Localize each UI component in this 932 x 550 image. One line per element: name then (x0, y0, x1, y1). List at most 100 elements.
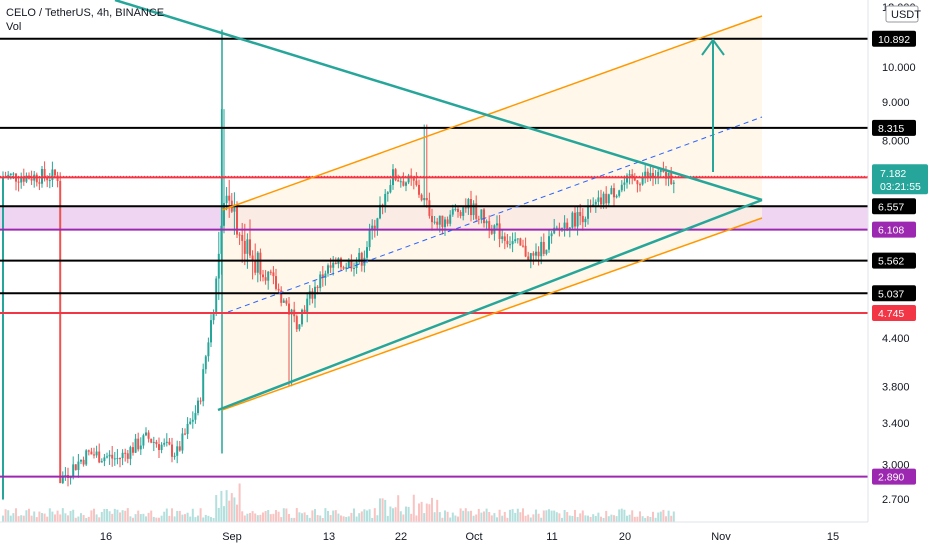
volume-bar (238, 483, 241, 522)
chart-legend: CELO / TetherUS, 4h, BINANCE Vol (6, 6, 164, 34)
candle-body (379, 204, 381, 219)
candle-body (568, 227, 571, 230)
candle-body (277, 288, 280, 291)
bar-countdown: 03:21:55 (880, 181, 921, 193)
level-badge-6.108 (872, 221, 916, 238)
volume-bar (423, 513, 426, 522)
candle-body (516, 238, 519, 240)
volume-bar (597, 512, 600, 522)
candle-body (436, 221, 439, 225)
volume-bar (28, 508, 30, 522)
candle-body (64, 475, 67, 477)
candle-body (191, 419, 194, 422)
candle-body (613, 188, 615, 198)
volume-bar (165, 508, 168, 522)
candle-body (264, 277, 267, 281)
candle-body (633, 177, 636, 181)
candle-body (155, 441, 158, 445)
volume-bar (613, 515, 615, 522)
volume-bar (119, 512, 121, 522)
time-axis-background (0, 522, 868, 550)
volume-bar (178, 510, 181, 522)
candle-body (652, 172, 654, 177)
volume-bar (480, 512, 483, 522)
candle-body (428, 200, 431, 216)
candle-body (472, 203, 475, 216)
volume-bar (345, 516, 348, 522)
ascending-trendline[interactable] (217, 198, 763, 412)
volume-bar (321, 517, 324, 522)
volume-bar (441, 517, 444, 522)
drawings-layer (0, 0, 868, 478)
candle-body (402, 181, 405, 186)
candle-body (254, 260, 257, 273)
volume-bar (191, 508, 194, 522)
candle-body (48, 180, 51, 182)
candle-body (223, 203, 225, 226)
volume-bar (394, 507, 397, 522)
volume-indicator-label[interactable]: Vol (6, 21, 22, 33)
candle-body (587, 205, 589, 219)
candle-body (457, 208, 459, 213)
volume-bar (139, 514, 142, 522)
candle-body (347, 259, 350, 268)
candle-body (51, 169, 54, 181)
candle-body (581, 215, 584, 223)
candle-body (542, 241, 545, 254)
channel-median-line[interactable] (227, 116, 763, 313)
volume-bar (262, 512, 264, 522)
candle-body (181, 433, 184, 451)
volume-bar (72, 509, 75, 522)
target-arrow-head (701, 38, 725, 56)
candle-body (584, 218, 587, 223)
candle-body (620, 184, 623, 191)
volume-bar (155, 517, 158, 522)
volume-bar (529, 517, 532, 522)
volume-bar (553, 510, 556, 522)
candle-body (108, 454, 111, 457)
candle-body (77, 461, 80, 470)
candle-body (103, 457, 106, 462)
volume-bar (334, 510, 337, 522)
channel-upper-line[interactable] (221, 15, 763, 211)
candle-body (262, 274, 264, 278)
volume-bar (633, 516, 636, 522)
candle-body (12, 173, 15, 175)
candle-body (376, 218, 379, 229)
volume-bar (516, 508, 519, 522)
time-axis[interactable]: 16 Sep 13 22 Oct 11 20 Nov 15 (0, 521, 868, 550)
volume-bar (353, 508, 355, 522)
descending-trendline[interactable] (114, 0, 763, 202)
candle-body (243, 240, 246, 254)
volume-bar (457, 516, 459, 522)
volume-bar (116, 509, 119, 522)
candle-body (550, 233, 553, 237)
volume-bar (158, 517, 160, 522)
candle-body (38, 182, 41, 184)
volume-bar (210, 517, 212, 522)
candle-body (54, 169, 56, 176)
volume-bar (654, 517, 657, 522)
candle-body (87, 450, 90, 452)
candle-body (204, 356, 207, 370)
volume-bar (150, 510, 153, 522)
volume-bar (64, 513, 67, 522)
volume-bar (358, 513, 361, 522)
candle-body (602, 193, 605, 205)
candle-body (610, 188, 613, 195)
volume-bar (223, 506, 225, 522)
symbol-title[interactable]: CELO / TetherUS, 4h, BINANCE (6, 7, 165, 19)
volume-bar (85, 517, 88, 522)
candle-body (644, 171, 647, 178)
volume-bar (243, 515, 246, 522)
currency-button[interactable] (885, 5, 919, 23)
volume-bar (631, 510, 634, 522)
volume-bar (145, 516, 147, 522)
volume-bar (670, 515, 673, 522)
volume-bar (477, 508, 480, 522)
volume-bar (501, 515, 504, 522)
candle-body (636, 180, 639, 185)
candle-body (145, 432, 147, 436)
channel-lower-line[interactable] (221, 217, 763, 411)
